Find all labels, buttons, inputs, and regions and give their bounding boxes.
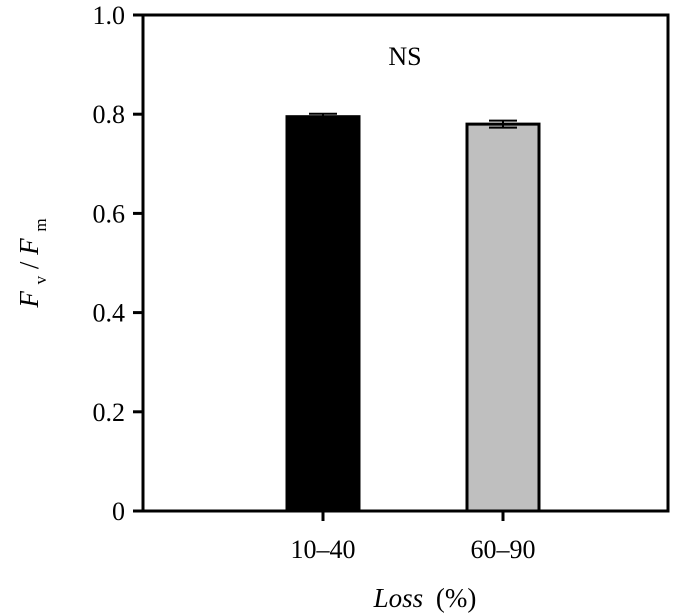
x-tick-label: 60–90 — [471, 535, 536, 564]
bar — [465, 122, 541, 513]
y-tick-label: 0.6 — [93, 199, 126, 228]
error-bars — [309, 112, 517, 129]
significance-annotation: NS — [388, 42, 421, 71]
y-axis-title-slash: / — [14, 261, 44, 269]
x-axis-title: Loss (%) — [373, 583, 477, 613]
y-axis-title-f1: F — [14, 291, 44, 309]
y-tick-label: 1.0 — [93, 1, 126, 30]
y-tick-label: 0.4 — [93, 299, 126, 328]
y-axis-title: F v / F m — [14, 218, 52, 308]
bar — [285, 115, 361, 513]
y-tick-label: 0.8 — [93, 100, 126, 129]
x-tick-label: 10–40 — [291, 535, 356, 564]
y-axis-title-f2: F — [14, 238, 44, 256]
x-axis-title-main: Loss — [373, 583, 424, 613]
plot-frame — [141, 13, 670, 513]
y-tick-label: 0.2 — [93, 398, 126, 427]
y-axis-title-sub1: v — [31, 275, 50, 284]
y-tick-label: 0 — [112, 497, 125, 526]
x-axis: 10–40 60–90 — [291, 511, 536, 564]
bars — [285, 115, 541, 513]
y-axis: 0 0.2 0.4 0.6 0.8 1.0 — [93, 1, 143, 526]
x-axis-title-unit: (%) — [436, 583, 476, 613]
y-axis-title-sub2: m — [31, 218, 50, 231]
